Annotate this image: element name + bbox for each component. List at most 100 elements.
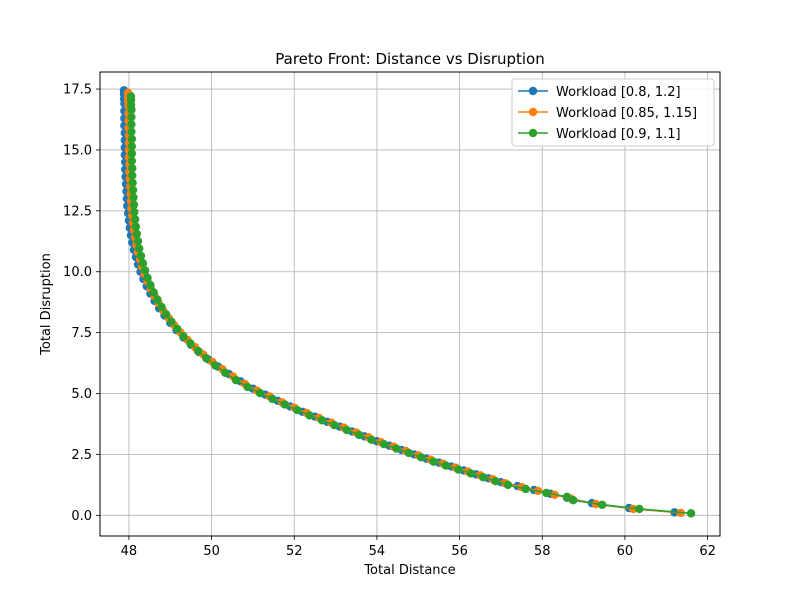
data-point <box>569 496 578 505</box>
data-point <box>367 435 376 444</box>
data-point <box>429 457 438 466</box>
data-point <box>128 171 137 180</box>
data-point <box>193 346 203 356</box>
data-point <box>379 439 389 449</box>
data-point <box>243 382 252 392</box>
data-point <box>127 120 136 129</box>
data-point <box>330 420 339 430</box>
data-point <box>127 156 137 166</box>
y-tick-label: 12.5 <box>63 204 92 219</box>
x-tick-label: 50 <box>203 544 220 559</box>
y-axis-label: Total Disruption <box>39 253 54 356</box>
data-point <box>133 237 143 246</box>
data-point <box>305 411 314 420</box>
data-point <box>542 488 551 498</box>
x-tick-label: 48 <box>121 544 138 559</box>
data-point <box>143 273 152 283</box>
y-tick-label: 0.0 <box>71 509 92 524</box>
y-tick-label: 2.5 <box>71 448 92 463</box>
y-tick-label: 7.5 <box>71 326 92 341</box>
data-point <box>161 310 171 319</box>
data-point <box>342 425 351 435</box>
data-point <box>138 259 148 268</box>
data-point <box>280 400 289 409</box>
data-point <box>130 215 140 224</box>
series-2 <box>123 88 685 518</box>
data-point <box>140 266 150 275</box>
data-point <box>149 288 158 297</box>
data-point <box>686 509 696 518</box>
x-tick-label: 58 <box>534 544 551 559</box>
data-point <box>128 185 138 195</box>
data-point <box>128 164 137 173</box>
data-point <box>317 416 327 425</box>
series-layer <box>119 86 696 518</box>
data-point <box>129 200 139 209</box>
data-point <box>132 229 141 239</box>
data-point <box>153 295 162 304</box>
data-point <box>127 105 136 114</box>
data-point <box>292 405 302 415</box>
x-tick-label: 60 <box>617 544 634 559</box>
data-point <box>127 149 137 158</box>
data-point <box>478 473 488 482</box>
legend-marker <box>528 86 538 96</box>
data-point <box>466 469 475 478</box>
data-point <box>127 142 137 151</box>
data-point <box>562 492 572 501</box>
data-point <box>416 453 426 462</box>
data-point <box>404 448 413 458</box>
data-point <box>136 251 146 261</box>
data-point <box>392 444 401 453</box>
x-tick-label: 62 <box>699 544 716 559</box>
data-point <box>441 461 451 470</box>
data-point <box>128 178 137 188</box>
data-point <box>146 280 155 290</box>
x-tick-label: 54 <box>369 544 386 559</box>
ticks: 48 50 52 54 56 58 60 62 0.0 2.5 5.0 7.5 10.0 12.5 15.0… <box>63 83 716 559</box>
data-point <box>129 193 138 202</box>
data-point <box>598 500 607 510</box>
data-point <box>127 112 136 122</box>
data-point <box>130 207 139 217</box>
data-point <box>221 368 230 378</box>
y-tick-label: 17.5 <box>63 83 92 98</box>
data-point <box>354 430 364 440</box>
data-point <box>503 480 513 490</box>
legend-box <box>511 78 715 147</box>
legend-marker <box>528 107 538 117</box>
data-point <box>127 134 137 144</box>
data-point <box>255 388 265 398</box>
legend-label: Workload [0.9, 1.1] <box>556 127 681 142</box>
data-point <box>635 504 644 514</box>
chart-title: Pareto Front: Distance vs Disruption <box>275 50 545 68</box>
x-tick-label: 56 <box>451 544 468 559</box>
legend-label: Workload [0.8, 1.2] <box>556 85 681 100</box>
grid <box>100 72 720 536</box>
legend-label: Workload [0.85, 1.15] <box>556 106 697 121</box>
series-3 <box>126 92 696 518</box>
data-point <box>268 394 277 404</box>
data-point <box>202 353 211 363</box>
data-point <box>231 375 241 385</box>
x-tick-label: 52 <box>286 544 303 559</box>
data-point <box>167 317 176 326</box>
data-point <box>454 465 463 474</box>
data-point <box>157 302 166 312</box>
x-axis-label: Total Distance <box>363 563 455 578</box>
y-tick-label: 10.0 <box>63 265 92 280</box>
legend: Workload [0.8, 1.2] Workload [0.85, 1.15]… <box>511 78 715 147</box>
data-point <box>179 332 188 341</box>
data-point <box>131 222 141 231</box>
y-tick-label: 5.0 <box>71 387 92 402</box>
data-point <box>127 127 136 136</box>
data-point <box>186 339 195 348</box>
data-point <box>173 324 182 334</box>
y-tick-label: 15.0 <box>63 143 92 158</box>
data-point <box>521 484 530 494</box>
series-1 <box>119 86 679 517</box>
data-point <box>135 244 144 253</box>
data-point <box>211 361 220 370</box>
legend-marker <box>528 128 538 138</box>
